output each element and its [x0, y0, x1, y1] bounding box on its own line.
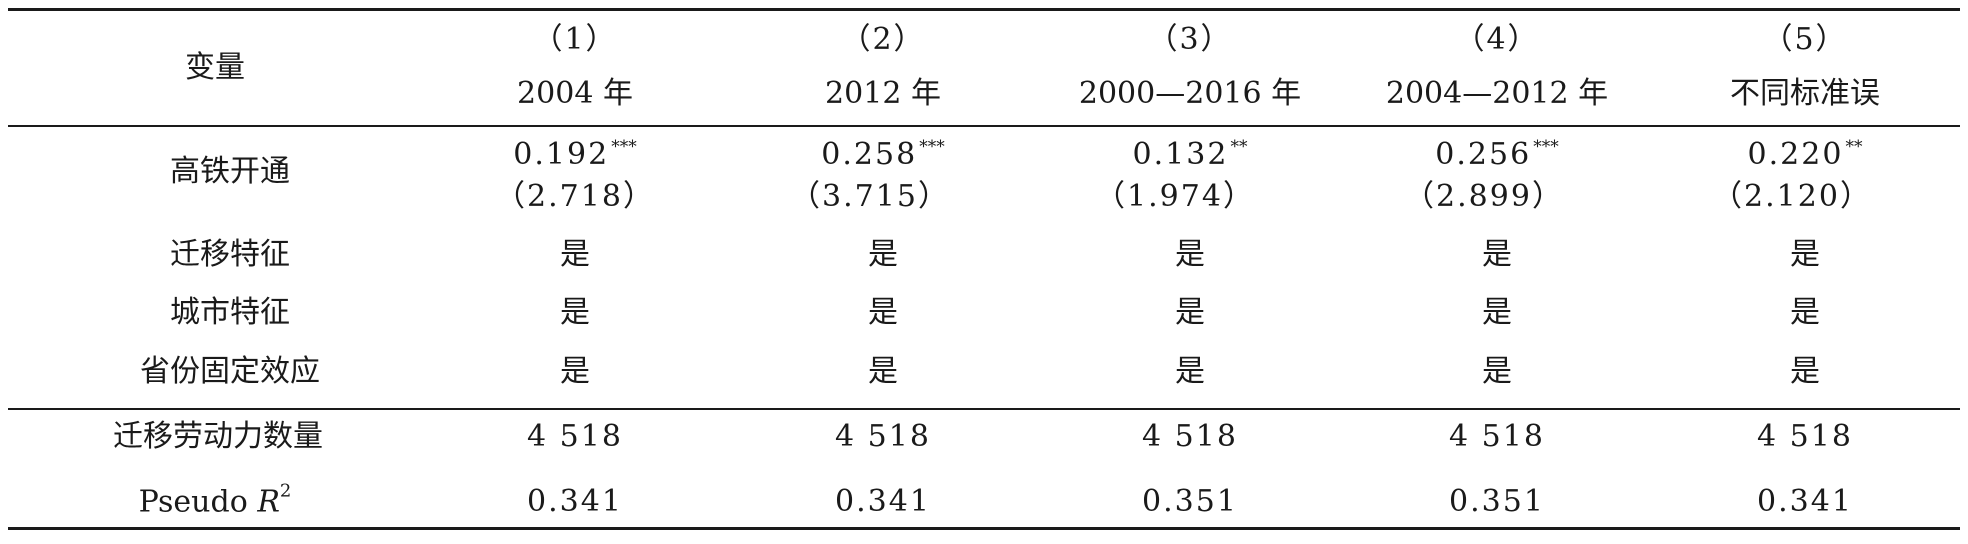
control-value: 是: [1482, 354, 1512, 389]
pseudo-r2-label: Pseudo R2: [138, 482, 292, 520]
pseudo-r2-value: 0.341: [835, 484, 931, 519]
observations-value: 4 518: [1142, 419, 1238, 454]
observations-label: 迁移劳动力数量: [113, 419, 323, 454]
tstat-cell: （2.899）: [1404, 179, 1564, 214]
significance-stars: ***: [919, 137, 945, 157]
coef-value: 0.258: [821, 137, 918, 172]
tstat-cell: （1.974）: [1095, 179, 1255, 214]
pseudo-r2-prefix: Pseudo: [138, 484, 248, 520]
control-value: 是: [1175, 354, 1205, 389]
significance-stars: **: [1845, 137, 1863, 157]
control-value: 是: [868, 237, 898, 272]
control-value: 是: [1790, 237, 1820, 272]
col-2-number: （2）: [840, 22, 926, 57]
col-3-label: 2000—2016 年: [1078, 76, 1302, 111]
observations-value: 4 518: [835, 419, 931, 454]
pseudo-r2-value: 0.351: [1142, 484, 1238, 519]
col-5-number: （5）: [1762, 22, 1848, 57]
control-row-label: 城市特征: [170, 295, 290, 330]
coef-cell: 0.256 ***: [1435, 137, 1559, 172]
variable-header: 变量: [185, 50, 245, 85]
tstat-cell: （2.120）: [1712, 179, 1872, 214]
significance-stars: **: [1230, 137, 1248, 157]
control-value: 是: [1482, 237, 1512, 272]
control-value: 是: [560, 237, 590, 272]
bottom-rule: [8, 527, 1960, 530]
mid-rule: [8, 408, 1960, 410]
col-2-label: 2012 年: [825, 76, 941, 111]
col-1-number: （1）: [532, 22, 618, 57]
tstat-cell: （3.715）: [790, 179, 950, 214]
control-value: 是: [1175, 237, 1205, 272]
pseudo-r2-var: R: [257, 484, 280, 520]
col-4-label: 2004—2012 年: [1385, 76, 1609, 111]
control-value: 是: [868, 295, 898, 330]
header-rule: [8, 125, 1960, 127]
control-row-label: 省份固定效应: [140, 354, 320, 389]
tstat-cell: （2.718）: [495, 179, 655, 214]
pseudo-r2-value: 0.341: [1757, 484, 1853, 519]
coef-value: 0.256: [1435, 137, 1532, 172]
coef-cell: 0.258 ***: [821, 137, 945, 172]
observations-value: 4 518: [1757, 419, 1853, 454]
coef-value: 0.220: [1747, 137, 1844, 172]
control-value: 是: [560, 354, 590, 389]
control-row-label: 迁移特征: [170, 237, 290, 272]
col-3-number: （3）: [1147, 22, 1233, 57]
coef-cell: 0.132 **: [1132, 137, 1248, 172]
control-value: 是: [1482, 295, 1512, 330]
col-1-label: 2004 年: [517, 76, 633, 111]
hsr-row-label: 高铁开通: [170, 154, 290, 189]
coef-cell: 0.220 **: [1747, 137, 1863, 172]
col-4-number: （4）: [1454, 22, 1540, 57]
control-value: 是: [1175, 295, 1205, 330]
col-5-label: 不同标准误: [1730, 76, 1880, 111]
pseudo-r2-value: 0.341: [527, 484, 623, 519]
coef-cell: 0.192 ***: [513, 137, 637, 172]
control-value: 是: [1790, 354, 1820, 389]
coef-value: 0.192: [513, 137, 610, 172]
coef-value: 0.132: [1132, 137, 1229, 172]
control-value: 是: [868, 354, 898, 389]
control-value: 是: [560, 295, 590, 330]
pseudo-r2-exponent: 2: [279, 480, 292, 502]
significance-stars: ***: [1533, 137, 1559, 157]
observations-value: 4 518: [527, 419, 623, 454]
top-rule: [8, 8, 1960, 11]
significance-stars: ***: [611, 137, 637, 157]
pseudo-r2-value: 0.351: [1449, 484, 1545, 519]
observations-value: 4 518: [1449, 419, 1545, 454]
control-value: 是: [1790, 295, 1820, 330]
